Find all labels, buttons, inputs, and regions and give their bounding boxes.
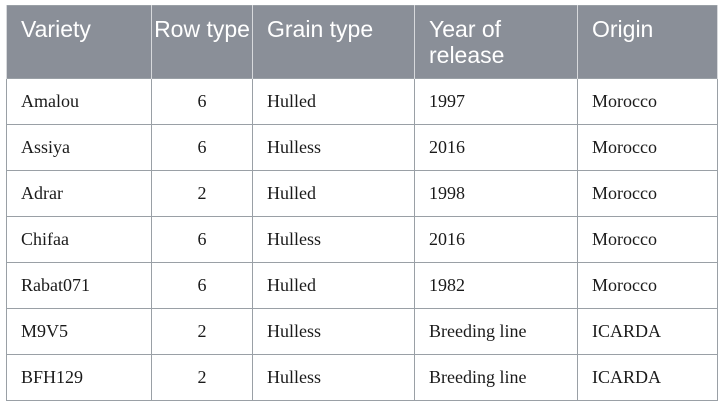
- header-row-type: Row type: [151, 5, 253, 79]
- cell-origin: Morocco: [577, 78, 718, 125]
- cell-variety: BFH129: [6, 354, 152, 401]
- cell-grain-type: Hulled: [252, 262, 415, 309]
- table-row: Rabat071 6 Hulled 1982 Morocco: [6, 262, 718, 309]
- cell-row-type: 6: [151, 78, 253, 125]
- cell-origin: ICARDA: [577, 308, 718, 355]
- cell-origin: Morocco: [577, 216, 718, 263]
- cell-origin: Morocco: [577, 170, 718, 217]
- header-year-of-release: Year of release: [414, 5, 578, 79]
- cell-grain-type: Hulled: [252, 78, 415, 125]
- cell-year-of-release: 1982: [414, 262, 578, 309]
- header-variety: Variety: [6, 5, 152, 79]
- cell-variety: Adrar: [6, 170, 152, 217]
- cell-variety: Assiya: [6, 124, 152, 171]
- table-row: M9V5 2 Hulless Breeding line ICARDA: [6, 308, 718, 355]
- header-grain-type: Grain type: [252, 5, 415, 79]
- cell-row-type: 6: [151, 262, 253, 309]
- cell-variety: Chifaa: [6, 216, 152, 263]
- table-row: Chifaa 6 Hulless 2016 Morocco: [6, 216, 718, 263]
- table-body: Amalou 6 Hulled 1997 Morocco Assiya 6 Hu…: [6, 78, 718, 401]
- cell-variety: Amalou: [6, 78, 152, 125]
- table-row: Amalou 6 Hulled 1997 Morocco: [6, 78, 718, 125]
- cell-grain-type: Hulled: [252, 170, 415, 217]
- table-row: BFH129 2 Hulless Breeding line ICARDA: [6, 354, 718, 401]
- cell-row-type: 2: [151, 308, 253, 355]
- cell-grain-type: Hulless: [252, 124, 415, 171]
- table-row: Adrar 2 Hulled 1998 Morocco: [6, 170, 718, 217]
- header-row: Variety Row type Grain type Year of rele…: [6, 5, 718, 79]
- cell-origin: ICARDA: [577, 354, 718, 401]
- cell-origin: Morocco: [577, 124, 718, 171]
- varieties-table-container: Variety Row type Grain type Year of rele…: [6, 5, 718, 403]
- cell-row-type: 6: [151, 124, 253, 171]
- cell-variety: M9V5: [6, 308, 152, 355]
- varieties-table: Variety Row type Grain type Year of rele…: [6, 5, 718, 401]
- header-origin: Origin: [577, 5, 718, 79]
- cell-grain-type: Hulless: [252, 308, 415, 355]
- cell-row-type: 2: [151, 170, 253, 217]
- cell-grain-type: Hulless: [252, 354, 415, 401]
- cell-year-of-release: Breeding line: [414, 354, 578, 401]
- table-row: Assiya 6 Hulless 2016 Morocco: [6, 124, 718, 171]
- cell-origin: Morocco: [577, 262, 718, 309]
- cell-year-of-release: 2016: [414, 124, 578, 171]
- cell-row-type: 2: [151, 354, 253, 401]
- cell-variety: Rabat071: [6, 262, 152, 309]
- cell-year-of-release: 2016: [414, 216, 578, 263]
- table-header: Variety Row type Grain type Year of rele…: [6, 5, 718, 79]
- cell-year-of-release: 1997: [414, 78, 578, 125]
- cell-year-of-release: 1998: [414, 170, 578, 217]
- cell-year-of-release: Breeding line: [414, 308, 578, 355]
- cell-grain-type: Hulless: [252, 216, 415, 263]
- cell-row-type: 6: [151, 216, 253, 263]
